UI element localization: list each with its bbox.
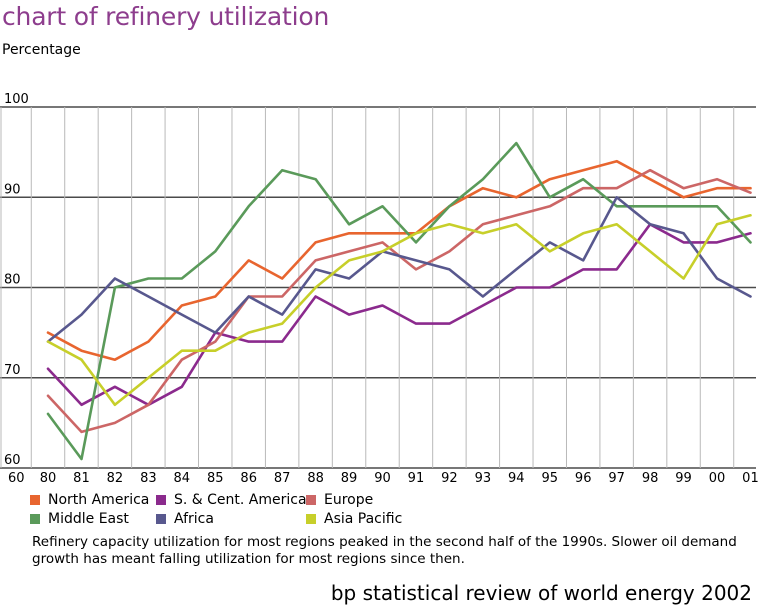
- legend-label: S. & Cent. America: [174, 492, 307, 508]
- x-tick-label: 86: [240, 471, 257, 486]
- legend-item: Africa: [156, 511, 214, 527]
- x-tick-label: 93: [475, 471, 492, 486]
- series-line-africa: [46, 196, 752, 343]
- legend-swatch: [306, 495, 316, 505]
- y-tick-label: 70: [4, 363, 21, 378]
- x-tick-label: 90: [374, 471, 391, 486]
- legend-item: S. & Cent. America: [156, 492, 307, 508]
- legend-swatch: [30, 495, 40, 505]
- x-tick-label: 80: [40, 471, 57, 486]
- x-tick-label: 82: [107, 471, 124, 486]
- legend-label: Europe: [324, 492, 374, 508]
- x-tick-label: 01: [742, 471, 758, 486]
- legend-swatch: [156, 495, 166, 505]
- y-axis-label: Percentage: [2, 42, 81, 58]
- legend-swatch: [306, 514, 316, 524]
- legend-swatch: [30, 514, 40, 524]
- line-chart: 60 70 80 90 100 80 81 82 83 84 85 86 87 88 89 90 91 92 93 9…: [0, 92, 758, 486]
- tick-label-layer: 60 70 80 90 100 80 81 82 83 84 85 86 87 88 89 90 91 92 93 9…: [4, 92, 758, 486]
- x-tick-label: 94: [508, 471, 525, 486]
- series-line-asia-pacific: [46, 214, 752, 407]
- y-tick-label-min: 60: [8, 471, 25, 486]
- x-tick-label: 99: [675, 471, 692, 486]
- legend-swatch: [156, 514, 166, 524]
- x-tick-label: 81: [73, 471, 90, 486]
- x-tick-label: 96: [575, 471, 592, 486]
- legend-label: North America: [48, 492, 150, 508]
- x-tick-label: 97: [608, 471, 625, 486]
- x-tick-label: 89: [341, 471, 358, 486]
- y-tick-label: 100: [4, 92, 29, 107]
- x-tick-label: 85: [207, 471, 224, 486]
- x-tick-label: 92: [441, 471, 458, 486]
- x-tick-label: 87: [274, 471, 291, 486]
- series-line-middle-east: [46, 141, 752, 461]
- x-tick-label: 95: [541, 471, 558, 486]
- y-tick-label: 90: [4, 182, 21, 197]
- x-tick-label: 98: [642, 471, 659, 486]
- x-tick-label: 84: [174, 471, 191, 486]
- x-tick-label: 91: [408, 471, 425, 486]
- chart-caption: Refinery capacity utilization for most r…: [32, 534, 737, 567]
- y-tick-label: 80: [4, 273, 21, 288]
- y-tick-label: 60: [4, 453, 21, 468]
- legend-label: Middle East: [48, 511, 129, 527]
- series-layer: [46, 141, 752, 461]
- chart-title: chart of refinery utilization: [2, 2, 330, 31]
- legend-item: Middle East: [30, 511, 129, 527]
- legend-label: Asia Pacific: [324, 511, 403, 527]
- legend-item: North America: [30, 492, 149, 508]
- x-tick-label: 83: [140, 471, 157, 486]
- source-credit: bp statistical review of world energy 20…: [330, 581, 752, 605]
- legend-item: Europe: [306, 492, 373, 508]
- series-line-s-cent-america: [46, 223, 752, 407]
- x-tick-label: 88: [307, 471, 324, 486]
- legend-item: Asia Pacific: [306, 511, 402, 527]
- legend-label: Africa: [174, 511, 214, 527]
- x-tick-label: 00: [709, 471, 726, 486]
- grid-layer: [0, 106, 756, 469]
- series-line-north-america: [46, 159, 752, 362]
